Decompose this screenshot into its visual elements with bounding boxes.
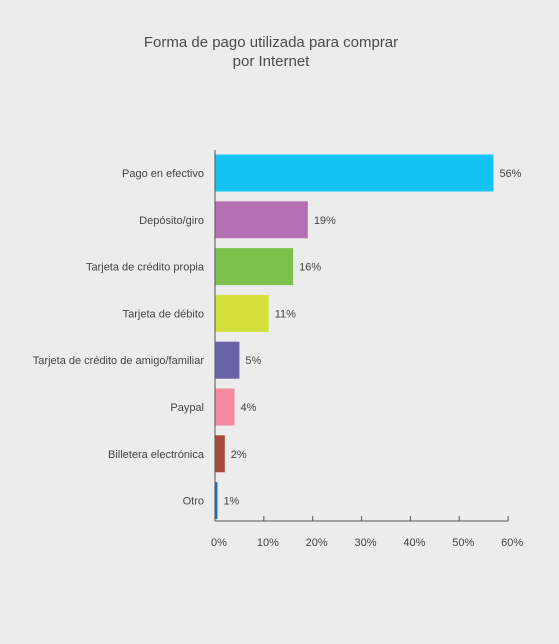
bar <box>215 154 494 192</box>
category-label: Tarjeta de crédito propia <box>86 262 205 274</box>
bar <box>215 248 294 286</box>
bar <box>215 201 308 239</box>
x-tick-label: 40% <box>403 537 425 549</box>
bar <box>215 482 218 520</box>
data-label: 4% <box>241 402 257 414</box>
bar <box>215 388 235 426</box>
data-label: 16% <box>299 262 321 274</box>
category-label: Pago en efectivo <box>122 168 204 180</box>
x-tick-label: 20% <box>306 537 328 549</box>
category-label: Paypal <box>170 402 204 414</box>
chart-title-line-1: Forma de pago utilizada para comprar <box>144 34 398 51</box>
category-label: Otro <box>183 496 204 508</box>
x-tick-label: 30% <box>355 537 377 549</box>
plot-area: Pago en efectivo 56% Depósito/giro 19% Tarje… <box>33 150 523 549</box>
x-tick-label: 10% <box>257 537 279 549</box>
chart-title-line-2: por Internet <box>233 53 311 70</box>
chart-title: Forma de pago utilizada para comprar por… <box>144 34 398 70</box>
category-label: Depósito/giro <box>139 215 204 227</box>
category-label: Tarjeta de débito <box>123 308 204 320</box>
data-label: 56% <box>499 168 521 180</box>
category-label: Billetera electrónica <box>108 449 205 461</box>
data-label: 2% <box>231 449 247 461</box>
data-label: 19% <box>314 215 336 227</box>
bar <box>215 435 225 473</box>
bar <box>215 341 240 379</box>
data-label: 1% <box>223 496 239 508</box>
bar <box>215 294 269 332</box>
data-label: 11% <box>275 308 296 320</box>
x-tick-label: 0% <box>211 537 227 549</box>
data-label: 5% <box>245 355 261 367</box>
category-label: Tarjeta de crédito de amigo/familiar <box>33 355 205 367</box>
x-tick-label: 60% <box>501 537 523 549</box>
x-tick-label: 50% <box>452 537 474 549</box>
